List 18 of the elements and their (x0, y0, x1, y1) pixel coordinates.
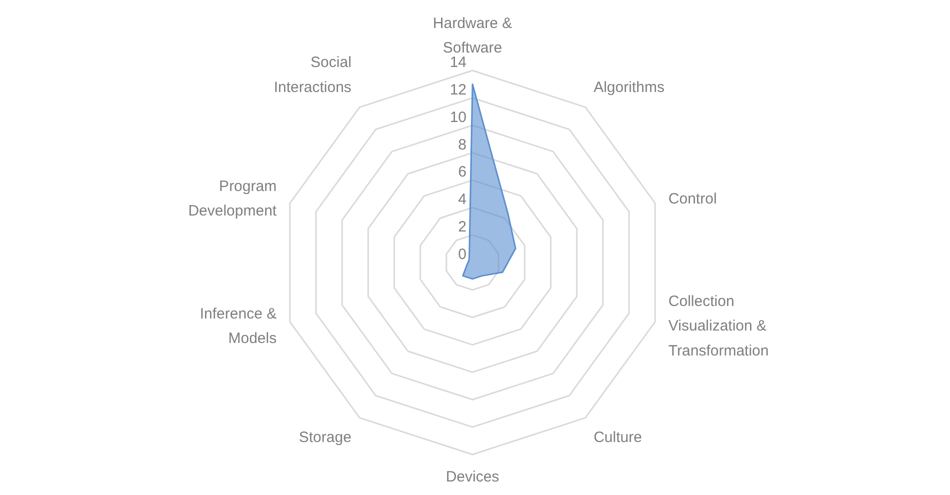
spoke-label: Control (668, 190, 717, 208)
y-tick-label: 14 (450, 54, 467, 71)
spoke-label: Culture (594, 429, 642, 446)
spoke-label: Storage (298, 429, 352, 446)
spoke-label: Program Development (188, 178, 278, 220)
spoke-label: Social Interactions (274, 54, 352, 96)
spoke-label: Algorithms (594, 78, 664, 96)
spoke-label: Hardware & Software (432, 14, 512, 56)
y-tick-label: 10 (450, 108, 467, 126)
y-tick-label: 2 (458, 218, 466, 236)
y-tick-label: 8 (458, 136, 466, 154)
y-tick-label: 4 (458, 191, 466, 208)
spoke-label: Devices (446, 468, 500, 486)
y-tick-label: 12 (450, 81, 467, 98)
spoke-label: Inference & Models (200, 305, 277, 347)
y-tick-label: 0 (458, 246, 466, 263)
y-tick-label: 6 (458, 164, 466, 181)
spoke-label: Collection Visualization & Transformation (668, 293, 769, 360)
